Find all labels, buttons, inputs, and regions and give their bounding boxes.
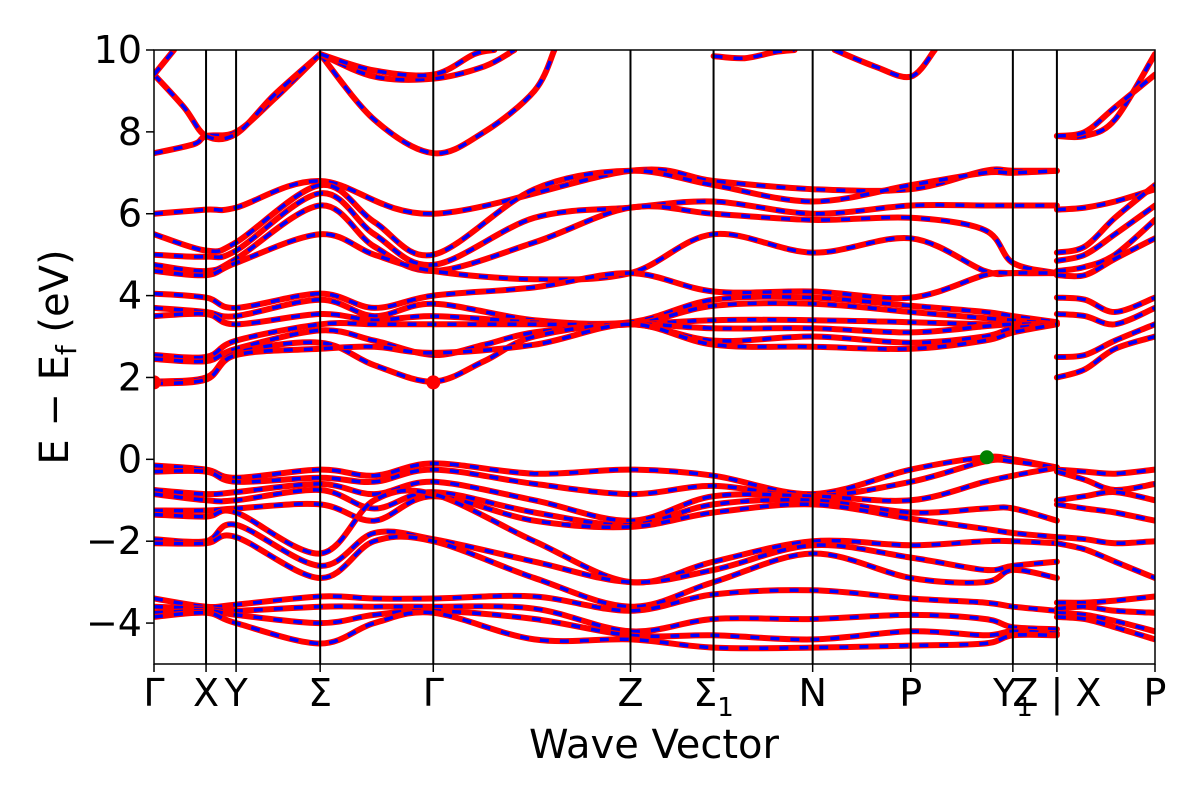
- band-spin-down: [1056, 187, 1155, 212]
- band-spin-down: [154, 488, 1057, 585]
- y-tick-label: 6: [118, 192, 142, 236]
- vbm-marker: [979, 450, 994, 465]
- band-spin-down: [1056, 183, 1155, 255]
- band-spin-down: [319, 50, 516, 82]
- band-spin-down: [154, 52, 322, 141]
- band-spin-down: [1056, 535, 1155, 545]
- band-spin-down: [154, 270, 1057, 310]
- band-spin-down: [1056, 218, 1155, 273]
- x-tick-label: Z: [617, 671, 643, 715]
- y-tick-label: 8: [118, 110, 142, 154]
- band-spin-down: [154, 191, 1057, 267]
- band-spin-down: [154, 588, 1058, 613]
- band-spin-down: [713, 50, 795, 61]
- y-tick-label: 10: [94, 28, 142, 72]
- band-spin-down: [1056, 467, 1155, 476]
- band-spin-down: [154, 604, 1057, 634]
- x-tick-label: Y1: [992, 671, 1033, 723]
- extrema-markers: [154, 375, 994, 465]
- band-spin-down: [318, 50, 557, 156]
- band-spin-up: [154, 51, 324, 143]
- band-spin-down: [1056, 322, 1155, 359]
- band-spin-down: [154, 322, 1058, 384]
- band-spin-down: [154, 488, 1058, 527]
- band-spin-down: [154, 169, 1057, 258]
- band-spin-down: [1056, 295, 1155, 314]
- band-spin-up: [1053, 51, 1155, 141]
- x-tick-label: P: [1144, 671, 1167, 715]
- y-axis-title: E − Ef (eV): [32, 249, 83, 464]
- x-tick-label: Z | X: [1012, 671, 1101, 716]
- band-spin-down: [1056, 502, 1155, 523]
- x-tick-label: P: [899, 671, 922, 715]
- band-spin-down: [1056, 73, 1155, 138]
- cbm-marker: [154, 375, 161, 390]
- y-tick-label: −2: [86, 519, 142, 563]
- band-spin-down: [1056, 604, 1155, 615]
- band-spin-down: [154, 610, 1057, 651]
- band-spin-down: [154, 494, 1058, 539]
- band-spin-up: [154, 532, 1060, 610]
- cbm-marker: [426, 375, 441, 390]
- band-spin-down: [1056, 490, 1155, 503]
- x-tick-label: N: [798, 671, 826, 715]
- y-tick-label: 4: [118, 274, 142, 318]
- x-tick-label: Σ1: [693, 671, 734, 723]
- band-spin-up: [154, 453, 1060, 498]
- x-tick-label: Y: [223, 671, 248, 715]
- y-tick-label: −4: [86, 601, 142, 645]
- band-spin-down: [1056, 204, 1155, 263]
- band-spin-down: [1056, 594, 1155, 605]
- band-spin-down: [154, 457, 1058, 498]
- x-tick-label: Σ: [308, 671, 332, 715]
- y-tick-label: 0: [118, 437, 142, 481]
- y-axis: 10 8 6 4 2 0 −2 −4: [86, 28, 154, 645]
- band-spin-down: [1056, 469, 1155, 492]
- x-tick-label: Γ: [423, 671, 444, 715]
- band-spin-down: [1056, 615, 1155, 642]
- x-tick-label: Γ: [143, 671, 164, 715]
- band-spin-up: [154, 202, 1060, 277]
- band-spin-down: [1056, 334, 1155, 380]
- bands-layer: [154, 50, 1155, 652]
- band-spin-down: [1056, 611, 1155, 633]
- y-tick-label: 2: [118, 355, 142, 399]
- band-spin-down: [1056, 306, 1155, 327]
- band-spin-down: [154, 322, 1058, 386]
- x-tick-label: X: [193, 671, 219, 715]
- band-spin-down: [154, 608, 1057, 642]
- band-spin-up: [831, 50, 938, 81]
- x-axis-title: Wave Vector: [529, 722, 780, 768]
- band-spin-down: [1056, 236, 1155, 279]
- band-spin-down: [1056, 541, 1155, 580]
- band-spin-down: [834, 50, 937, 79]
- kpoint-lines: [205, 50, 1058, 664]
- band-spin-down: [1056, 53, 1155, 139]
- band-spin-down: [154, 465, 1058, 523]
- band-spin-down: [154, 522, 1058, 585]
- plot-frame: [153, 49, 1156, 665]
- band-spin-down: [154, 50, 176, 76]
